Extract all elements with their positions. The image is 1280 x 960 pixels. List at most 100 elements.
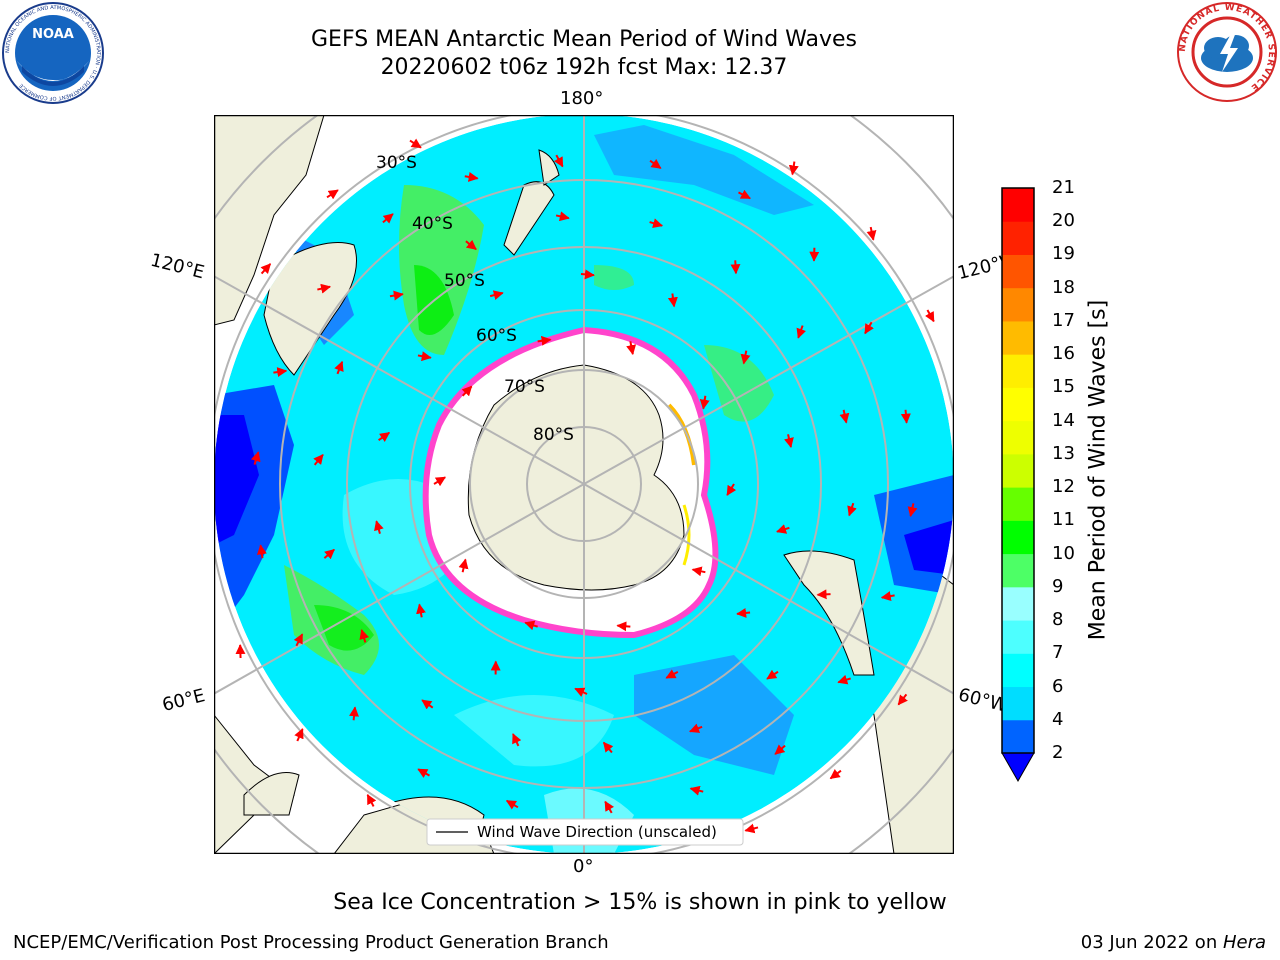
noaa-logo-icon: NOAA NATIONAL OCEANIC AND ATMOSPHERIC AD… (2, 2, 104, 104)
wind-wave-arrow (847, 502, 857, 517)
wind-wave-arrow (626, 341, 637, 356)
colorbar-tick-label: 15 (1052, 376, 1075, 398)
wind-wave-arrow (907, 503, 918, 518)
wind-wave-arrow (667, 293, 678, 308)
wind-wave-arrow (897, 693, 908, 706)
wind-wave-arrow (649, 218, 664, 229)
wind-wave-arrow (293, 633, 304, 647)
wind-wave-arrow (433, 476, 446, 487)
colorbar-swatch (1002, 320, 1034, 355)
colorbar-tick-label: 10 (1052, 542, 1075, 564)
wind-wave-arrow (689, 723, 703, 733)
wind-wave-arrow (829, 769, 842, 780)
colorbar-tick-label: 9 (1052, 575, 1064, 597)
wind-wave-arrow (553, 154, 564, 168)
colorbar-swatch (1002, 287, 1034, 322)
colorbar-swatch (1002, 254, 1034, 289)
lat-label-50s: 50°S (444, 271, 485, 291)
credit-left: NCEP/EMC/Verification Post Processing Pr… (13, 932, 609, 953)
wind-wave-arrow (699, 395, 710, 410)
wind-wave-arrow (649, 158, 662, 170)
wind-wave-arrow (788, 161, 799, 176)
colorbar-tick-label: 11 (1052, 509, 1075, 531)
colorbar-label: Mean Period of Wind Waves [s] (1085, 299, 1111, 641)
wind-wave-arrow (837, 674, 851, 685)
colorbar-swatch (1002, 487, 1034, 521)
wind-wave-arrow (256, 544, 267, 559)
wind-wave-arrow (555, 211, 570, 222)
polar-map: 30°S 40°S 50°S 60°S 70°S 80°S Wind Wave … (214, 115, 954, 854)
wind-wave-arrows (235, 138, 935, 834)
lon-label-60e: 60°E (160, 685, 208, 716)
colorbar (1001, 187, 1035, 783)
colorbar-swatch (1002, 188, 1034, 222)
wind-wave-arrow (574, 687, 588, 697)
colorbar-tick-label: 12 (1052, 476, 1075, 498)
wind-wave-arrow (689, 785, 704, 796)
colorbar-swatch (1002, 453, 1034, 488)
wind-wave-arrow (736, 608, 751, 618)
credit-right: 03 Jun 2022 on Hera (1081, 932, 1266, 953)
wind-wave-arrow (317, 283, 332, 294)
wind-wave-arrow (691, 566, 706, 577)
wind-wave-arrow (580, 269, 595, 280)
map-subtitle: 20220602 t06z 192h fcst Max: 12.37 (380, 55, 788, 80)
sea-ice-note: Sea Ice Concentration > 15% is shown in … (333, 890, 947, 915)
wind-wave-arrow (382, 213, 394, 224)
wind-wave-arrow (417, 768, 430, 779)
colorbar-tick-label: 19 (1052, 243, 1075, 265)
wind-wave-arrow (776, 524, 790, 534)
wind-wave-arrow (273, 367, 288, 378)
graticule (214, 115, 954, 854)
wind-wave-arrow (260, 263, 272, 275)
wind-wave-arrow (323, 548, 335, 560)
lon-label-0: 0° (573, 856, 594, 877)
colorbar-tick-label: 20 (1052, 210, 1075, 232)
wind-wave-arrow (925, 309, 935, 323)
wind-wave-arrow (524, 620, 538, 631)
colorbar-swatch (1002, 354, 1034, 388)
wind-wave-arrow (537, 335, 552, 346)
wind-wave-arrow (796, 325, 806, 339)
wind-wave-arrow (349, 706, 360, 721)
wind-wave-arrow (334, 360, 344, 375)
colorbar-tick-label: 16 (1052, 343, 1075, 365)
map-legend: Wind Wave Direction (unscaled) (426, 818, 744, 846)
colorbar-swatch (1002, 586, 1034, 621)
credit-host: Hera (1222, 932, 1266, 953)
wind-wave-arrow (458, 558, 469, 573)
lat-label-40s: 40°S (412, 214, 453, 234)
wind-wave-arrow (880, 591, 895, 602)
wind-wave-arrow (465, 239, 477, 251)
wind-wave-arrow (366, 794, 377, 807)
wind-wave-arrow (294, 728, 304, 742)
wind-wave-arrow (766, 669, 779, 680)
wind-wave-arrow (461, 385, 473, 397)
wind-wave-arrow (421, 699, 434, 710)
wind-wave-arrow (740, 350, 751, 365)
lat-label-60s: 60°S (476, 326, 517, 346)
wind-wave-arrow (250, 451, 261, 465)
svg-text:Wind Wave Direction (unscaled): Wind Wave Direction (unscaled) (477, 823, 717, 841)
colorbar-swatch (1002, 620, 1034, 654)
svg-text:NOAA: NOAA (32, 27, 74, 42)
lat-label-70s: 70°S (504, 377, 545, 397)
wind-wave-arrow (378, 431, 391, 443)
wind-wave-arrow (409, 138, 422, 149)
colorbar-tick-label: 21 (1052, 177, 1075, 198)
colorbar-under-triangle (1001, 752, 1035, 783)
wind-wave-arrow (489, 290, 504, 300)
wind-wave-arrow (738, 189, 751, 200)
colorbar-tick-label: 7 (1052, 642, 1064, 664)
wind-wave-arrow (864, 321, 874, 335)
map-title: GEFS MEAN Antarctic Mean Period of Wind … (311, 27, 857, 52)
wind-wave-arrow (326, 189, 339, 200)
wind-wave-arrow (839, 409, 850, 424)
wind-wave-arrow (784, 434, 794, 448)
colorbar-swatch (1002, 686, 1034, 721)
colorbar-swatch (1002, 221, 1034, 255)
wind-wave-arrow (512, 733, 522, 747)
wind-wave-arrow (505, 799, 519, 810)
lon-label-120e: 120°E (148, 249, 207, 284)
wind-wave-arrow (389, 290, 404, 301)
